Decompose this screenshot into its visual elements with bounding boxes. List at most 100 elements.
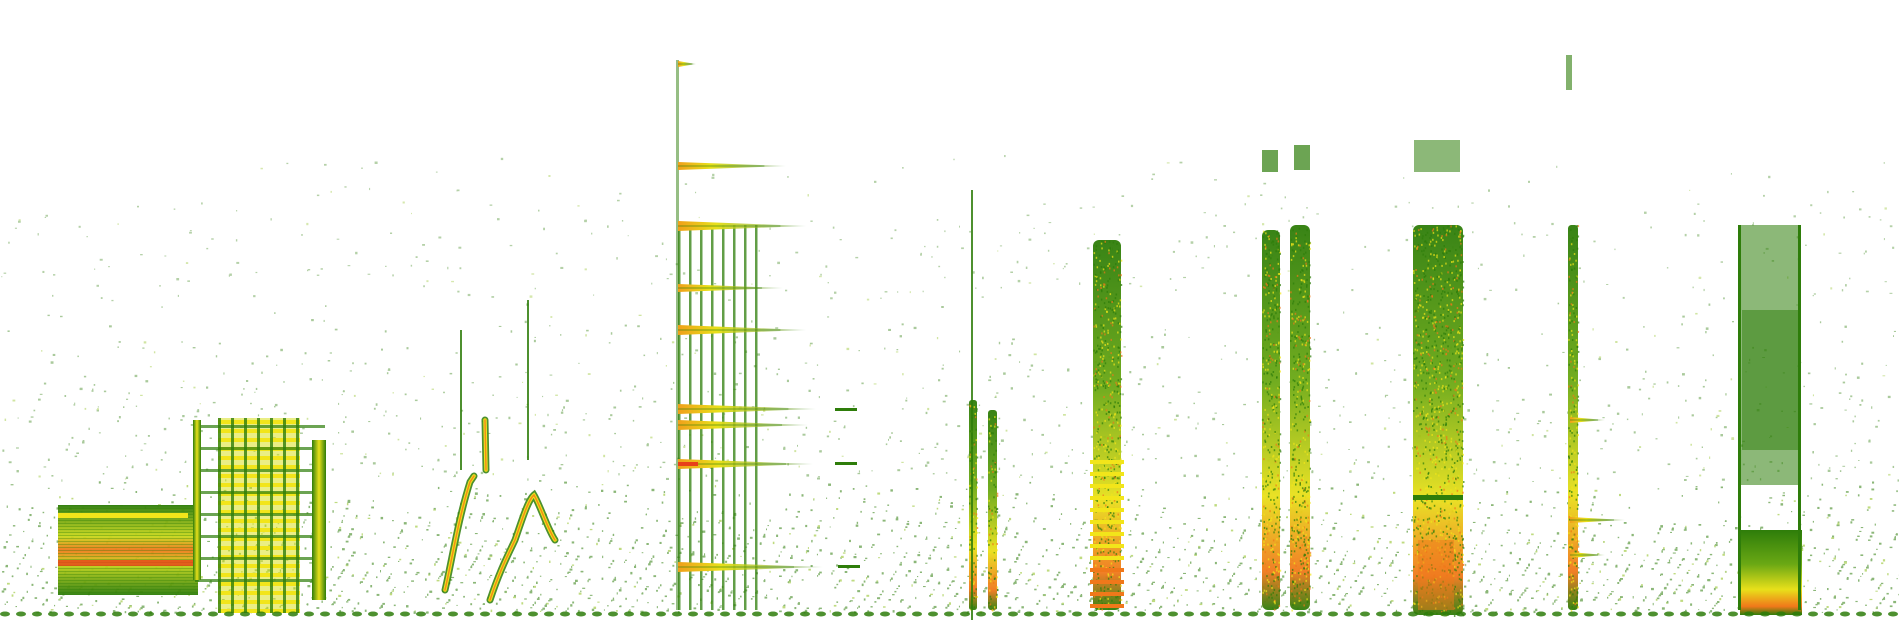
baseline-dash xyxy=(432,611,442,617)
baseline-dash xyxy=(1888,611,1898,617)
baseline-dash xyxy=(656,611,666,617)
baseline-dash xyxy=(592,611,602,617)
baseline-dash xyxy=(336,611,346,617)
baseline-dash xyxy=(624,611,634,617)
call-3-squiggle-a xyxy=(441,472,478,594)
baseline-dash xyxy=(1504,611,1514,617)
baseline-dash xyxy=(1168,611,1178,617)
baseline-dash xyxy=(1184,611,1194,617)
baseline-dash xyxy=(1008,611,1018,617)
call-5-column-a xyxy=(969,400,979,611)
baseline-dash xyxy=(1808,611,1818,617)
call-7-cap-b xyxy=(1294,145,1310,170)
baseline-dash xyxy=(800,611,810,617)
call-3-squiggle-b xyxy=(481,416,490,474)
baseline-dash xyxy=(544,611,554,617)
baseline-dash xyxy=(704,611,714,617)
baseline-dash xyxy=(736,611,746,617)
call-3-trace-b xyxy=(527,300,529,460)
baseline-dash xyxy=(1424,611,1434,617)
baseline-dash xyxy=(928,611,938,617)
baseline-dash xyxy=(1872,611,1882,617)
baseline-dash xyxy=(384,611,394,617)
call-8-column xyxy=(1413,225,1465,617)
call-4-harmonic-8 xyxy=(678,562,823,572)
baseline-dash xyxy=(688,611,698,617)
call-9-pulse-b xyxy=(1570,417,1605,423)
baseline-dash xyxy=(80,611,90,617)
baseline-dash xyxy=(1776,611,1786,617)
baseline-dash xyxy=(608,611,618,617)
baseline-dash xyxy=(1488,611,1498,617)
call-8-peak xyxy=(1418,540,1454,610)
baseline-trace xyxy=(0,611,1898,617)
baseline-dash xyxy=(1280,611,1290,617)
baseline-dash xyxy=(128,611,138,617)
baseline-dash xyxy=(1440,611,1450,617)
baseline-dash xyxy=(1152,611,1162,617)
baseline-dash xyxy=(112,611,122,617)
baseline-dash xyxy=(1728,611,1738,617)
call-5-trace xyxy=(971,190,973,620)
baseline-dash xyxy=(1792,611,1802,617)
baseline-dash xyxy=(144,611,154,617)
baseline-dash xyxy=(1760,611,1770,617)
call-4-harmonic-3 xyxy=(678,284,783,292)
baseline-dash xyxy=(176,611,186,617)
baseline-dash xyxy=(576,611,586,617)
baseline-dash xyxy=(1216,611,1226,617)
baseline-dash xyxy=(1104,611,1114,617)
baseline-dash xyxy=(832,611,842,617)
baseline-dash xyxy=(1648,611,1658,617)
baseline-dash xyxy=(640,611,650,617)
call-4-harmonics xyxy=(676,60,758,610)
baseline-dash xyxy=(192,611,202,617)
call-4-harmonic-1 xyxy=(678,162,786,170)
baseline-dash xyxy=(560,611,570,617)
baseline-dash xyxy=(224,611,234,617)
call-4-harmonic-2 xyxy=(678,221,806,231)
baseline-dash xyxy=(848,611,858,617)
baseline-dash xyxy=(1520,611,1530,617)
baseline-dash xyxy=(1328,611,1338,617)
baseline-dash xyxy=(880,611,890,617)
baseline-dash xyxy=(1584,611,1594,617)
call-7-cap-a xyxy=(1262,150,1278,172)
baseline-dash xyxy=(208,611,218,617)
call-4-harmonic-4 xyxy=(678,325,806,335)
call-10-column xyxy=(1738,225,1802,615)
baseline-dash xyxy=(1040,611,1050,617)
baseline-dash xyxy=(1472,611,1482,617)
baseline-dash xyxy=(64,611,74,617)
baseline-dash xyxy=(240,611,250,617)
baseline-dash xyxy=(752,611,762,617)
baseline-dash xyxy=(1536,611,1546,617)
baseline-dash xyxy=(1120,611,1130,617)
baseline-dash xyxy=(1248,611,1258,617)
baseline-dash xyxy=(1056,611,1066,617)
call-4-echo-a xyxy=(835,408,857,411)
call-9-top xyxy=(1566,55,1572,90)
baseline-dash xyxy=(976,611,986,617)
baseline-dash xyxy=(416,611,426,617)
baseline-dash xyxy=(32,611,42,617)
baseline-dash xyxy=(1088,611,1098,617)
call-4-harmonic-6 xyxy=(678,420,808,430)
baseline-dash xyxy=(1712,611,1722,617)
baseline-dash xyxy=(896,611,906,617)
baseline-dash xyxy=(368,611,378,617)
call-2-grid xyxy=(193,418,326,613)
baseline-dash xyxy=(1360,611,1370,617)
baseline-dash xyxy=(1824,611,1834,617)
baseline-dash xyxy=(1136,611,1146,617)
call-9-pulse-c xyxy=(1570,552,1605,558)
baseline-dash xyxy=(1392,611,1402,617)
baseline-dash xyxy=(1344,611,1354,617)
baseline-dash xyxy=(400,611,410,617)
baseline-dash xyxy=(1072,611,1082,617)
baseline-dash xyxy=(288,611,298,617)
baseline-dash xyxy=(1744,611,1754,617)
baseline-dash xyxy=(1456,611,1466,617)
baseline-dash xyxy=(1024,611,1034,617)
